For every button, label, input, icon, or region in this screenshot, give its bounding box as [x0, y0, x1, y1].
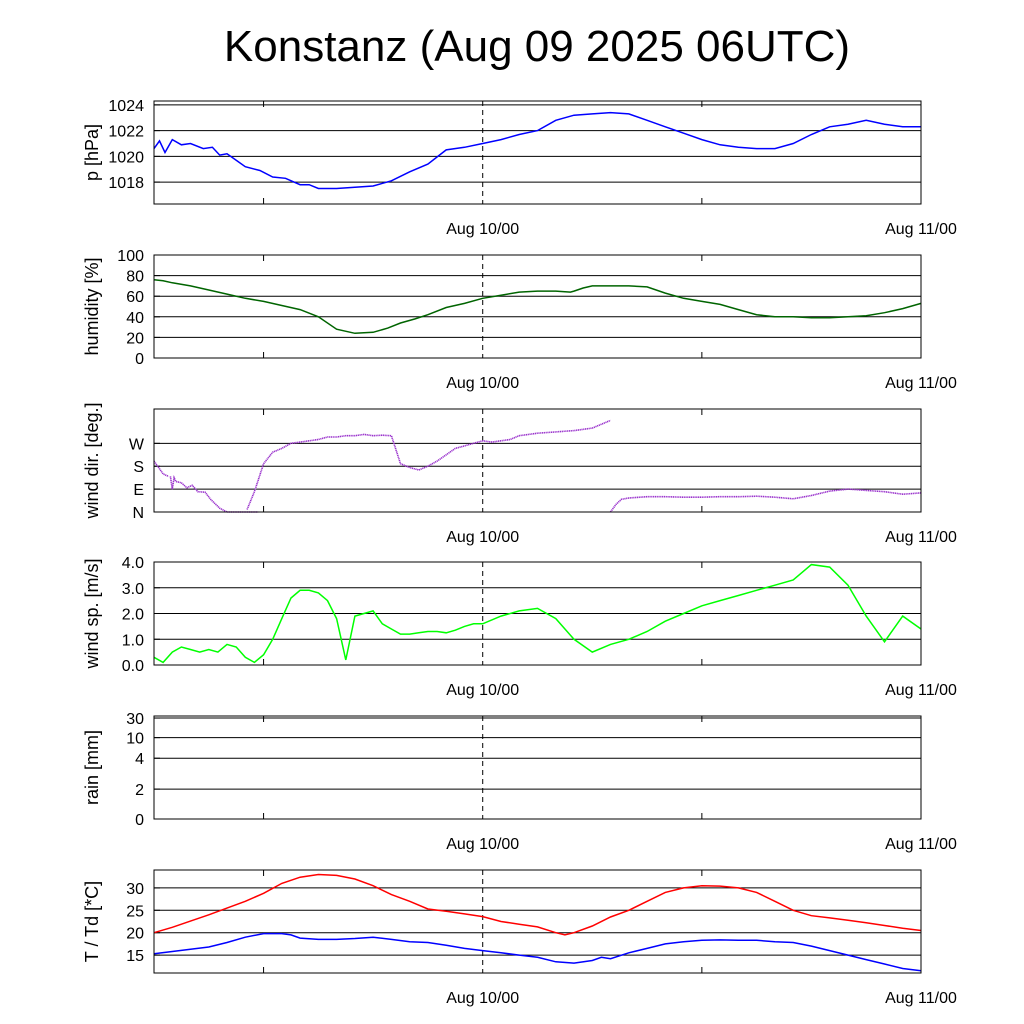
panel-4-ytick-label: 2.0 — [122, 607, 144, 624]
panel-6-ytick-label: 15 — [126, 948, 144, 965]
panel-5-ytick-label: 10 — [126, 731, 144, 748]
panel-6-ytick-label: 30 — [126, 881, 144, 898]
panel-4-ytick-label: 0.0 — [122, 658, 144, 675]
panel-4-frame — [153, 561, 922, 666]
panel-3-xtick-label: Aug 11/00 — [885, 529, 957, 546]
panel-3-ytick-label: S — [133, 459, 144, 476]
panel-3-ylabel: wind dir. [deg.] — [82, 402, 102, 519]
panel-2-ytick-label: 20 — [126, 330, 144, 347]
panel-2-ylabel: humidity [%] — [82, 257, 102, 355]
panel-1-ylabel: p [hPa] — [82, 124, 102, 181]
panel-5-ytick-label: 30 — [126, 711, 144, 728]
panel-2-ytick-label: 60 — [126, 289, 144, 306]
panel-1-xtick-label: Aug 11/00 — [885, 221, 957, 238]
panel-3-ytick-label: N — [132, 505, 144, 522]
panel-4-xtick-label: Aug 11/00 — [885, 682, 957, 699]
panel-3-frame — [153, 408, 922, 513]
panel-4-series-1-line — [153, 563, 922, 664]
panel-5-ylabel: rain [mm] — [82, 730, 102, 805]
panel-4-ytick-label: 4.0 — [122, 555, 144, 572]
panel-3-series-1-segment-2 — [169, 475, 259, 513]
panel-6-series-2-line — [153, 932, 922, 972]
chart-title: Konstanz (Aug 09 2025 06UTC) — [223, 22, 851, 71]
panel-4-ylabel: wind sp. [m/s] — [82, 558, 102, 669]
panel-3-series-1-segment-4 — [609, 488, 922, 513]
panel-5-xtick-label: Aug 11/00 — [885, 836, 957, 853]
panel-5-ytick-label: 0 — [135, 812, 144, 829]
panel-5-frame — [153, 715, 922, 820]
panel-2-frame — [153, 254, 922, 359]
panel-1-frame — [153, 100, 922, 205]
panel-3-xtick-label: Aug 10/00 — [446, 529, 519, 546]
panel-1-ytick-label: 1018 — [108, 175, 144, 192]
panel-2-ytick-label: 0 — [135, 351, 144, 368]
panel-1-xtick-label: Aug 10/00 — [446, 221, 519, 238]
panel-4-xtick-label: Aug 10/00 — [446, 682, 519, 699]
panel-3-series-1-segment-1 — [153, 460, 169, 478]
panel-6-xtick-label: Aug 11/00 — [885, 990, 957, 1007]
panel-4-ytick-label: 1.0 — [122, 632, 144, 649]
panel-5-xtick-label: Aug 10/00 — [446, 836, 519, 853]
panel-2-ytick-label: 100 — [117, 248, 144, 265]
panel-6-ylabel: T / Td [*C] — [82, 881, 102, 962]
panel-1-ytick-label: 1020 — [108, 149, 144, 166]
panel-6-ytick-label: 25 — [126, 903, 144, 920]
panel-2-ytick-label: 40 — [126, 310, 144, 327]
panel-3-ytick-label: E — [133, 482, 144, 499]
panel-4-ytick-label: 3.0 — [122, 581, 144, 598]
panel-1-ytick-label: 1022 — [108, 124, 144, 141]
panel-6-frame — [153, 869, 922, 974]
panel-2-xtick-label: Aug 11/00 — [885, 375, 957, 392]
panel-5-ytick-label: 2 — [135, 782, 144, 799]
panel-2-xtick-label: Aug 10/00 — [446, 375, 519, 392]
panel-1-ytick-label: 1024 — [108, 98, 144, 115]
panel-1-series-1-line — [153, 111, 921, 190]
panel-3-series-1-segment-3 — [246, 419, 611, 510]
panel-6-ytick-label: 20 — [126, 926, 144, 943]
panel-2-series-1-line — [153, 278, 922, 335]
panel-2-ytick-label: 80 — [126, 269, 144, 286]
panel-6-xtick-label: Aug 10/00 — [446, 990, 519, 1007]
panel-6-series-1-line — [153, 873, 922, 936]
panel-3-ytick-label: W — [129, 436, 145, 453]
panel-5-ytick-label: 4 — [135, 751, 144, 768]
